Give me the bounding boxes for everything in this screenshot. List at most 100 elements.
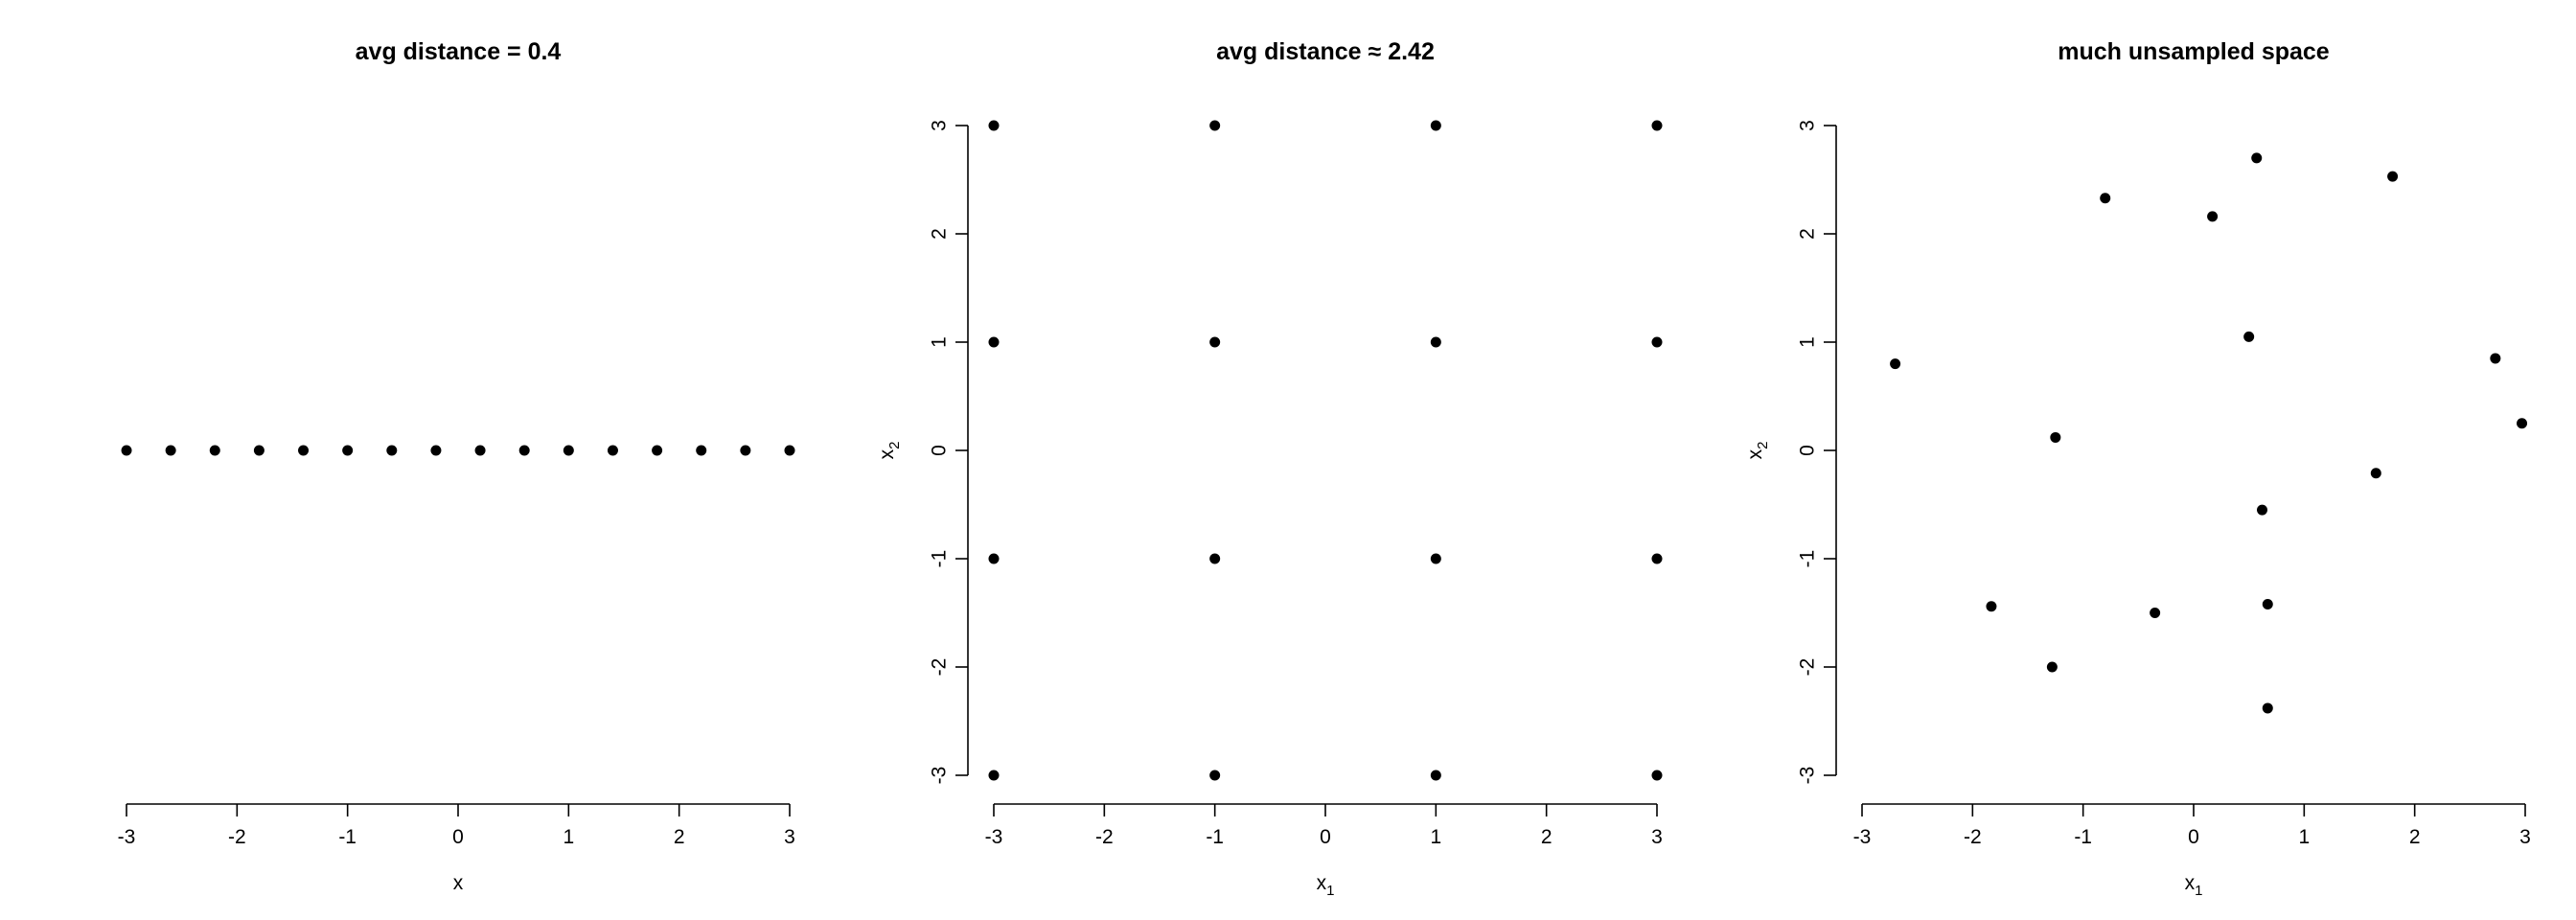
x-tick-label: -2 (1095, 826, 1114, 848)
data-point (2490, 353, 2501, 364)
x-tick-label: -1 (2074, 826, 2092, 848)
x-tick-label: -2 (1964, 826, 1982, 848)
x-tick-label: -3 (1853, 826, 1872, 848)
data-point (342, 445, 354, 456)
data-point (607, 445, 618, 456)
x-tick-label: 0 (452, 826, 464, 848)
data-point (209, 445, 220, 456)
x-axis-label: x1 (1317, 872, 1335, 899)
x-tick-label: -2 (228, 826, 246, 848)
data-point (2100, 193, 2111, 204)
y-axis-label-subscript: 2 (1755, 442, 1771, 449)
chart-title: avg distance ≈ 2.42 (1216, 38, 1435, 65)
y-axis-label-main: x (1744, 448, 1766, 459)
data-point (696, 445, 707, 456)
data-point (988, 770, 1000, 781)
y-tick-label: -1 (1797, 550, 1819, 568)
x-axis-label-subscript: 1 (1326, 883, 1334, 899)
y-tick-label: 2 (1797, 228, 1819, 240)
x-tick-label: -1 (1206, 826, 1224, 848)
x-axis-label-main: x (2185, 872, 2196, 894)
data-point (1651, 770, 1663, 781)
data-point (1651, 120, 1663, 131)
chart-panel-3: much unsampled space-3 -2 -1 0 1 2 3x1-3-2-101… (1744, 38, 2531, 899)
y-tick-label: 0 (1797, 445, 1819, 456)
data-point (988, 553, 1000, 564)
y-axis-label-subscript: 2 (886, 442, 903, 449)
data-point (1430, 336, 1441, 348)
data-point (2257, 504, 2268, 516)
chart-title: avg distance = 0.4 (356, 38, 562, 65)
y-axis-label: x2 (876, 442, 903, 460)
data-point (386, 445, 398, 456)
x-tick-label: 0 (2188, 826, 2199, 848)
data-point (2243, 331, 2255, 342)
x-tick-label: 3 (1651, 826, 1663, 848)
data-point (1209, 120, 1221, 131)
x-tick-label: 1 (2298, 826, 2310, 848)
y-tick-label: -2 (1797, 658, 1819, 677)
data-point (1209, 770, 1221, 781)
data-point (2050, 431, 2061, 443)
data-point (2262, 598, 2273, 610)
y-tick-label: -2 (929, 658, 951, 677)
data-point (2370, 468, 2381, 479)
data-point (1209, 336, 1221, 348)
data-point (474, 445, 486, 456)
data-point (740, 445, 751, 456)
x-tick-label: -3 (985, 826, 1003, 848)
y-tick-label: 3 (929, 120, 951, 131)
x-tick-label: 3 (2519, 826, 2531, 848)
data-point (165, 445, 176, 456)
y-tick-label: 3 (1797, 120, 1819, 131)
y-tick-label: -3 (929, 767, 951, 785)
data-point (2251, 152, 2263, 164)
data-point (988, 336, 1000, 348)
y-tick-label: -1 (929, 550, 951, 568)
data-point (988, 120, 1000, 131)
data-point (1890, 358, 1901, 370)
chart-panel-1: avg distance = 0.4 -3 -2 -1 0 1 2 3 x (118, 38, 795, 894)
y-axis-label: x2 (1744, 442, 1771, 460)
data-point (1651, 336, 1663, 348)
chart-panel-2: avg distance ≈ 2.42-3 -2 -1 0 1 2 3x1-3-2-1012… (876, 38, 1663, 899)
x-tick-label: 2 (1541, 826, 1552, 848)
data-point (563, 445, 574, 456)
data-point (652, 445, 663, 456)
data-point (1430, 770, 1441, 781)
data-point (1651, 553, 1663, 564)
x-tick-label: 2 (2409, 826, 2421, 848)
data-point (298, 445, 310, 456)
data-point (1430, 120, 1441, 131)
data-point (518, 445, 530, 456)
x-tick-label: 1 (563, 826, 574, 848)
data-point (784, 445, 795, 456)
chart-title: much unsampled space (2058, 38, 2330, 65)
data-point (2046, 661, 2058, 673)
x-axis-label: x (453, 872, 464, 894)
data-point (121, 445, 132, 456)
x-tick-label: 3 (784, 826, 795, 848)
x-tick-label: -1 (338, 826, 356, 848)
y-tick-label: 0 (929, 445, 951, 456)
data-point (2262, 702, 2273, 714)
x-axis-label-main: x (453, 872, 464, 894)
data-point (253, 445, 264, 456)
x-axis-label-subscript: 1 (2195, 883, 2202, 899)
y-tick-label: 1 (929, 336, 951, 348)
x-tick-label: 1 (1430, 826, 1441, 848)
data-point (430, 445, 442, 456)
data-point (2517, 418, 2528, 429)
y-tick-label: 2 (929, 228, 951, 240)
x-tick-label: -3 (118, 826, 136, 848)
data-point (1986, 601, 1997, 612)
x-axis-label-main: x (1317, 872, 1327, 894)
data-point (1209, 553, 1221, 564)
x-tick-label: 2 (674, 826, 685, 848)
data-point (1430, 553, 1441, 564)
data-point (2207, 211, 2219, 222)
y-axis-label-main: x (876, 448, 898, 459)
x-axis-label: x1 (2185, 872, 2203, 899)
y-tick-label: 1 (1797, 336, 1819, 348)
y-tick-label: -3 (1797, 767, 1819, 785)
